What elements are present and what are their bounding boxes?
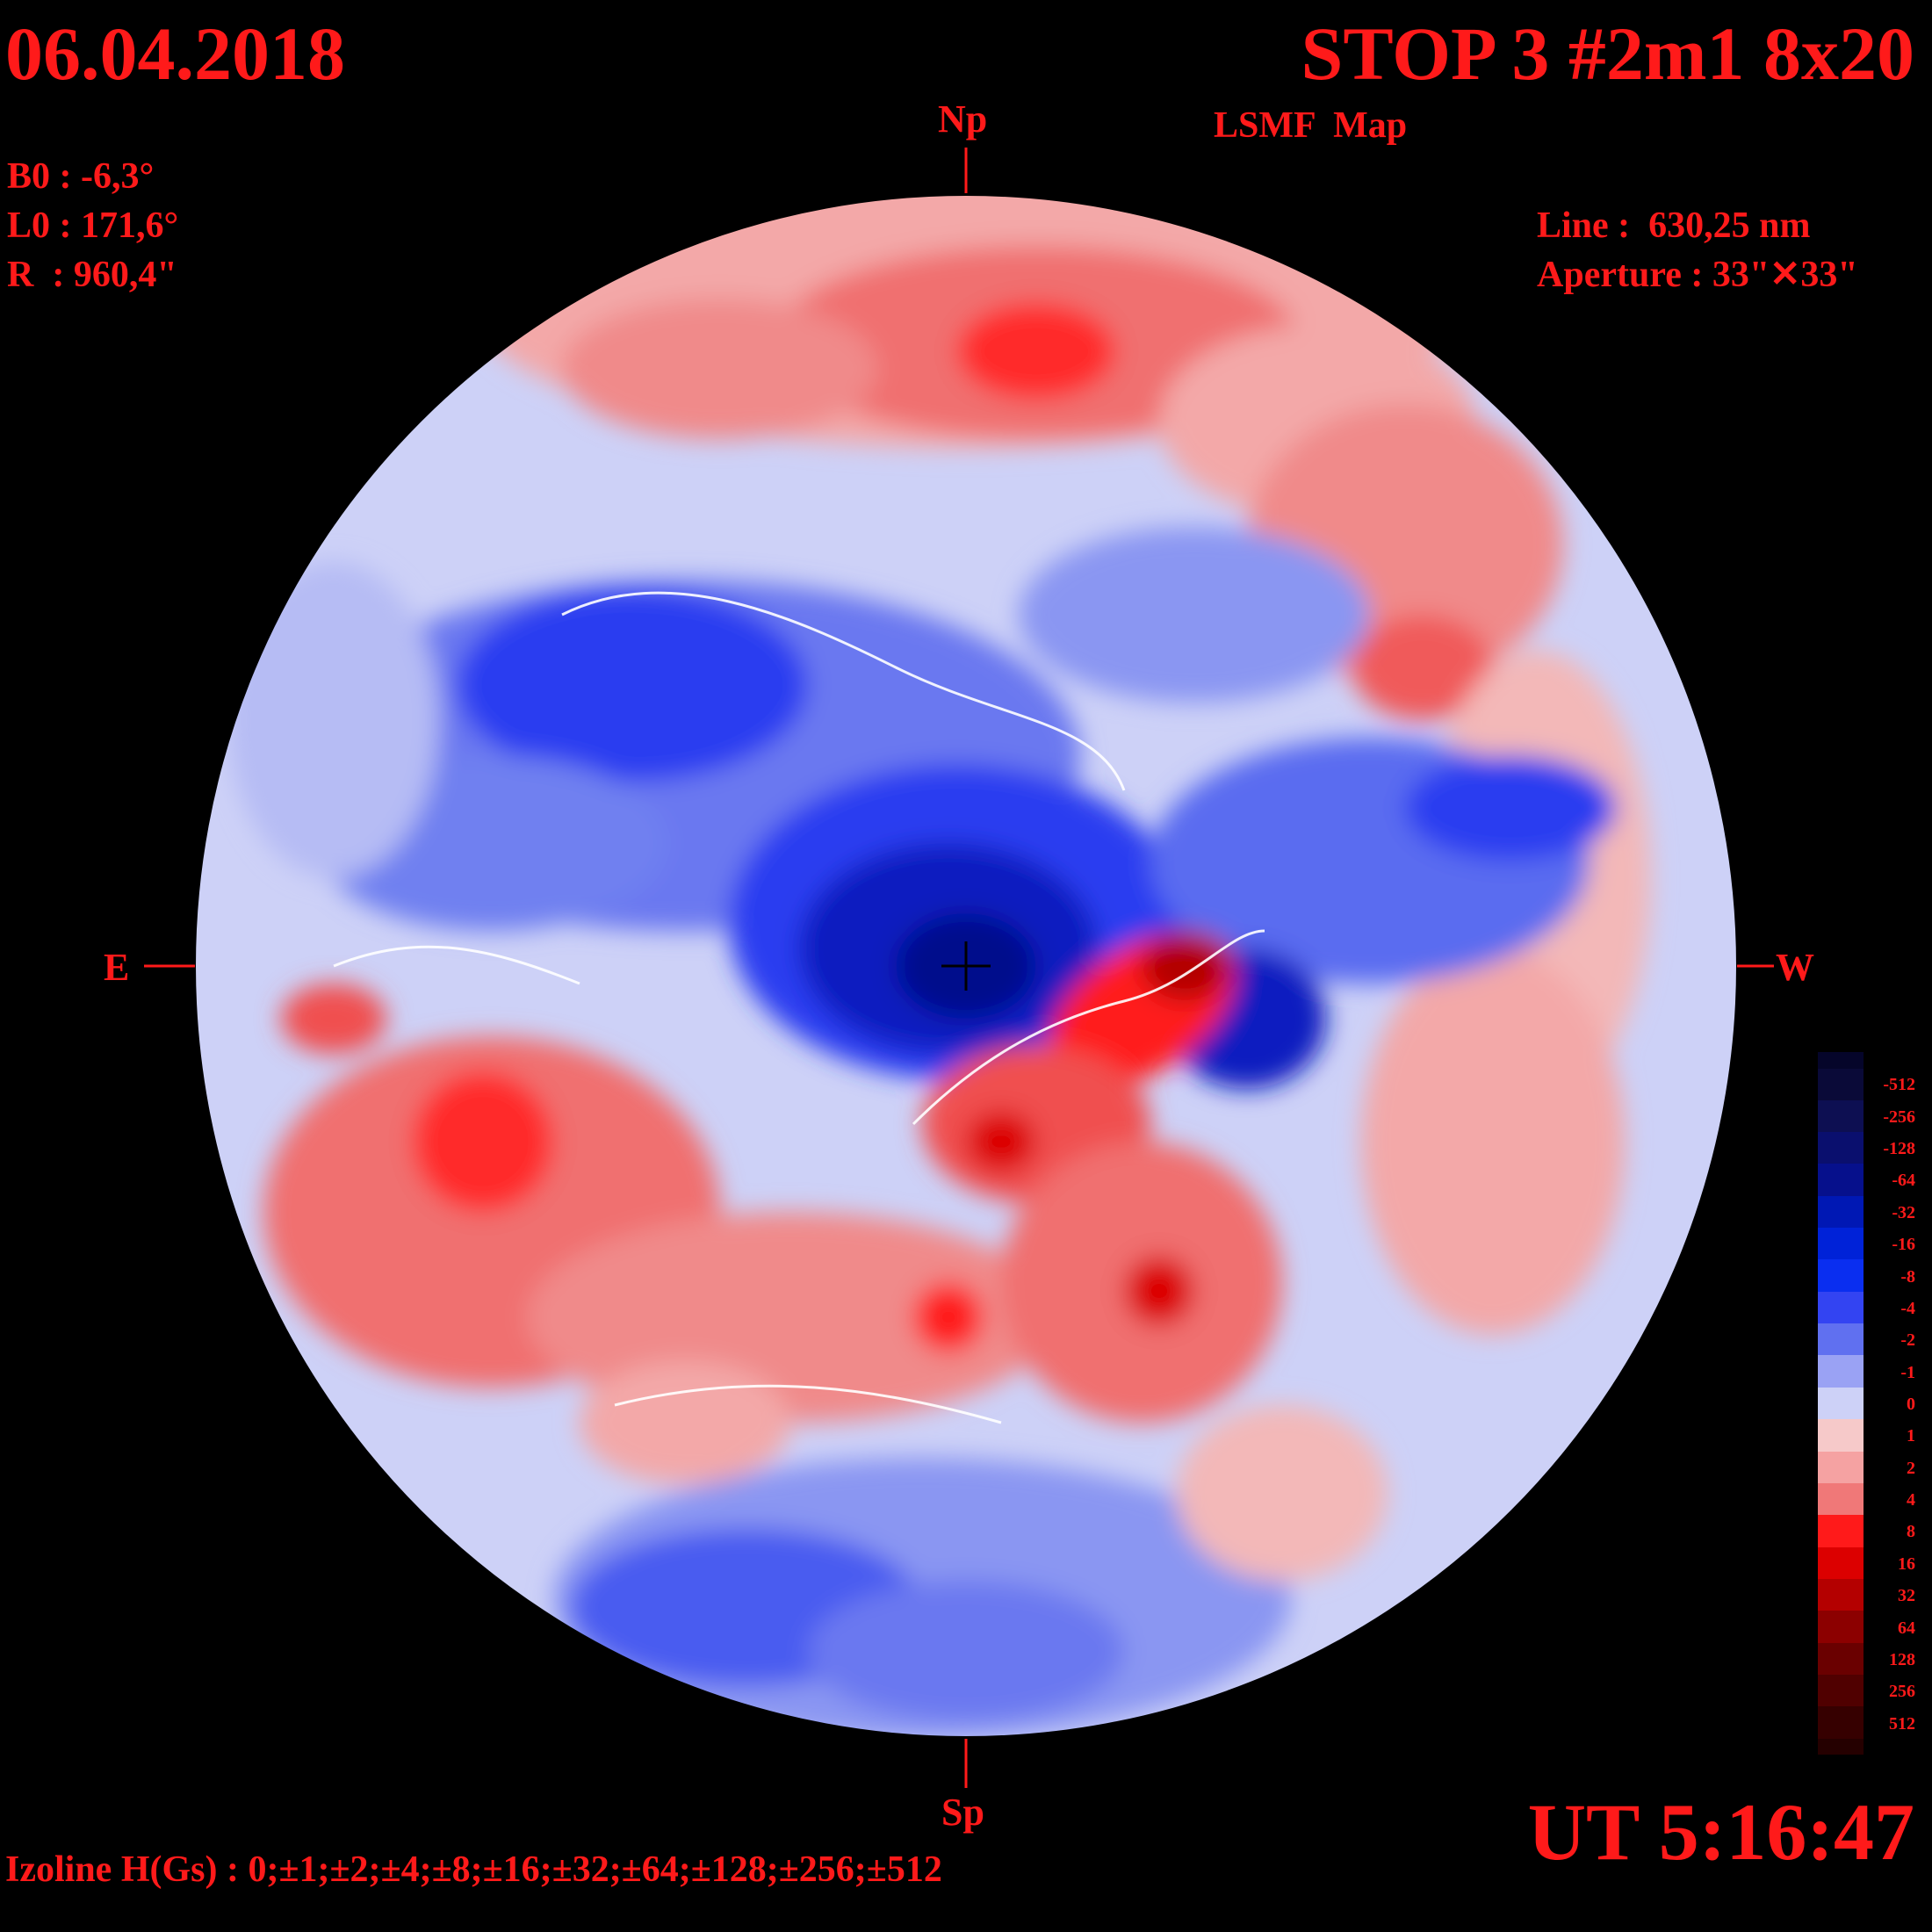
colorbar-swatch — [1818, 1482, 1864, 1517]
colorbar-swatch — [1818, 1515, 1864, 1548]
colorbar-label: -32 — [1892, 1202, 1915, 1222]
colorbar-label: -64 — [1892, 1171, 1915, 1191]
colorbar-label: 128 — [1889, 1649, 1915, 1669]
magnetic-field-contours — [195, 195, 1737, 1737]
colorbar-swatch — [1818, 1291, 1864, 1325]
colorbar-swatch — [1818, 1387, 1864, 1421]
observation-date: 06.04.2018 — [5, 11, 345, 96]
spectral-line: Line : 630,25 nm — [1537, 205, 1811, 246]
colorbar-swatch — [1818, 1611, 1864, 1644]
colorbar-label: 256 — [1889, 1682, 1915, 1702]
colorbar-label: 2 — [1907, 1458, 1915, 1478]
colorbar-label: -4 — [1900, 1298, 1915, 1318]
colorbar-label: 16 — [1898, 1554, 1915, 1574]
colorbar-label: -8 — [1900, 1266, 1915, 1287]
colorbar-swatch — [1818, 1355, 1864, 1388]
colorbar-swatch — [1818, 1738, 1864, 1755]
colorbar-swatch — [1818, 1323, 1864, 1357]
colorbar-label: 1 — [1907, 1426, 1915, 1446]
l0-value: L0 : 171,6° — [7, 205, 179, 246]
colorbar-label: -512 — [1883, 1075, 1915, 1095]
colorbar-swatch — [1818, 1546, 1864, 1580]
colorbar-label: 512 — [1889, 1713, 1915, 1734]
east-label: E — [104, 946, 130, 989]
colorbar-label: 8 — [1907, 1522, 1915, 1542]
map-subtitle: LSMF Map — [1214, 105, 1408, 146]
colorbar-swatch — [1818, 1579, 1864, 1612]
colorbar-label: -128 — [1883, 1139, 1915, 1159]
colorbar-swatch — [1818, 1052, 1864, 1070]
b0-value: B0 : -6,3° — [7, 156, 155, 197]
west-label: W — [1776, 946, 1814, 989]
colorbar-swatch — [1818, 1419, 1864, 1453]
map-title: STOP 3 #2m1 8x20 — [1301, 11, 1914, 96]
colorbar-label: 64 — [1898, 1618, 1915, 1638]
colorbar-swatch — [1818, 1451, 1864, 1484]
colorbar-legend — [1818, 1052, 1864, 1755]
izoline-levels: Izoline H(Gs) : 0;±1;±2;±4;±8;±16;±32;±6… — [5, 1849, 942, 1890]
colorbar-swatch — [1818, 1099, 1864, 1133]
center-crosshair-icon — [941, 941, 991, 991]
south-pole-label: Sp — [941, 1791, 984, 1834]
colorbar-label: -16 — [1892, 1235, 1915, 1255]
colorbar-label: -2 — [1900, 1330, 1915, 1351]
colorbar-label: -1 — [1900, 1362, 1915, 1382]
colorbar-swatch — [1818, 1068, 1864, 1101]
colorbar-label: 32 — [1898, 1586, 1915, 1606]
north-pole-label: Np — [938, 97, 988, 141]
colorbar-swatch — [1818, 1675, 1864, 1708]
radius-value: R : 960,4" — [7, 255, 177, 295]
colorbar-label: 0 — [1907, 1395, 1915, 1414]
axis-ticks — [144, 148, 1774, 1788]
colorbar-swatch — [1818, 1195, 1864, 1229]
colorbar-swatch — [1818, 1164, 1864, 1197]
colorbar-label: 4 — [1907, 1490, 1915, 1510]
colorbar-swatch — [1818, 1131, 1864, 1165]
colorbar-label: -256 — [1883, 1107, 1915, 1127]
aperture-value: Aperture : 33"✕33" — [1537, 255, 1858, 295]
universal-time: UT 5:16:47 — [1527, 1787, 1914, 1877]
colorbar-swatch — [1818, 1642, 1864, 1676]
colorbar-swatch — [1818, 1228, 1864, 1261]
colorbar-swatch — [1818, 1706, 1864, 1740]
colorbar-swatch — [1818, 1259, 1864, 1293]
